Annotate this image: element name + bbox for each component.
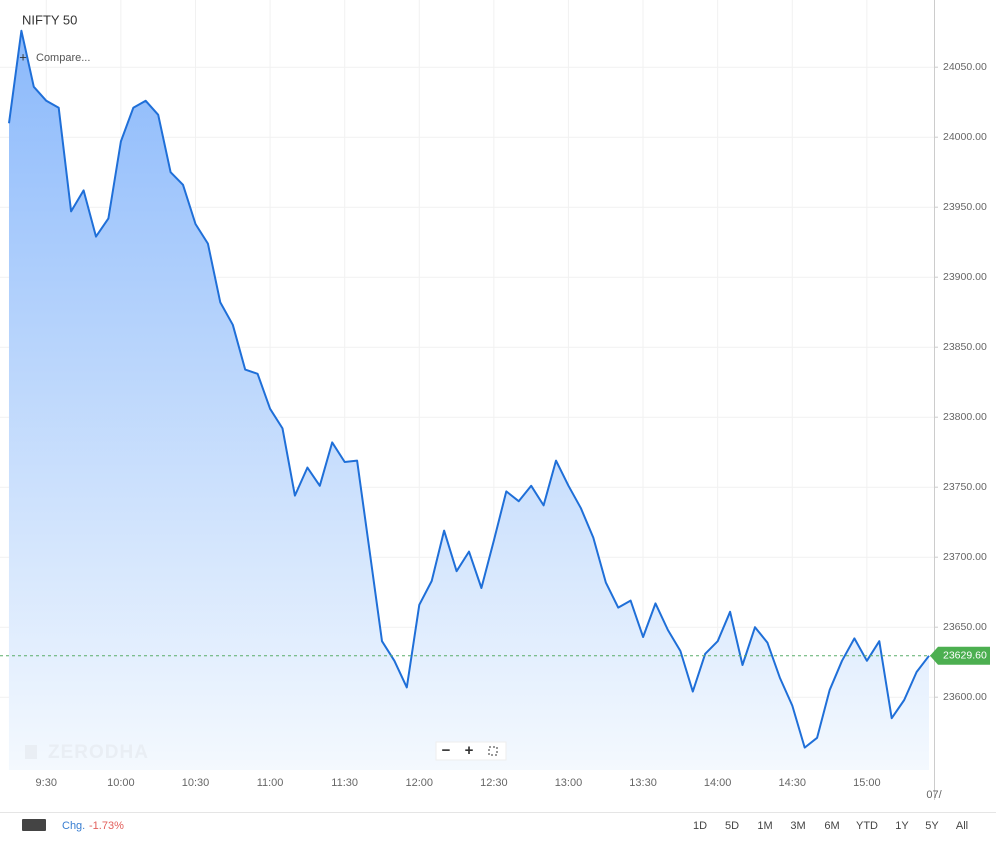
zoom-reset[interactable] bbox=[488, 746, 498, 756]
date-label: 07/ bbox=[926, 789, 942, 801]
y-tick-label: 23600.00 bbox=[943, 691, 987, 703]
compare-plus[interactable]: + bbox=[19, 49, 27, 64]
area-fill bbox=[8, 30, 930, 771]
x-tick-label: 13:00 bbox=[555, 777, 583, 789]
x-tick-label: 11:30 bbox=[331, 777, 358, 789]
zoom-out[interactable]: − bbox=[442, 742, 451, 759]
x-tick-label: 10:30 bbox=[182, 777, 210, 789]
range-button[interactable]: 1D bbox=[693, 820, 707, 832]
range-button[interactable]: 1Y bbox=[895, 820, 909, 832]
compare-button[interactable]: Compare... bbox=[36, 52, 90, 64]
chg-label: Chg. bbox=[62, 820, 85, 832]
watermark-text: ZERODHA bbox=[48, 742, 149, 763]
range-button[interactable]: YTD bbox=[856, 820, 878, 832]
x-tick-label: 15:00 bbox=[853, 777, 881, 789]
price-line bbox=[8, 29, 930, 749]
y-tick-label: 23650.00 bbox=[943, 621, 987, 633]
x-tick-label: 14:00 bbox=[704, 777, 732, 789]
x-tick-label: 13:30 bbox=[629, 777, 657, 789]
y-tick-label: 23950.00 bbox=[943, 201, 987, 213]
keyboard-icon[interactable] bbox=[22, 819, 46, 831]
x-tick-label: 14:30 bbox=[778, 777, 806, 789]
range-button[interactable]: 6M bbox=[824, 820, 839, 832]
y-tick-label: 23850.00 bbox=[943, 341, 987, 353]
y-tick-label: 23750.00 bbox=[943, 481, 987, 493]
x-tick-label: 11:00 bbox=[257, 777, 284, 789]
range-button[interactable]: 1M bbox=[757, 820, 772, 832]
last-price-label: 23629.60 bbox=[943, 650, 987, 662]
range-button[interactable]: 5Y bbox=[925, 820, 939, 832]
zoom-controls: − + bbox=[435, 741, 507, 761]
watermark: ZERODHA bbox=[25, 742, 149, 763]
x-tick-label: 9:30 bbox=[36, 777, 57, 789]
range-button[interactable]: 3M bbox=[790, 820, 805, 832]
last-price-tag bbox=[930, 646, 990, 665]
y-tick-label: 23900.00 bbox=[943, 271, 987, 283]
range-button[interactable]: 5D bbox=[725, 820, 739, 832]
y-tick-label: 24050.00 bbox=[943, 61, 987, 73]
chart-title: NIFTY 50 bbox=[22, 12, 77, 27]
y-tick-label: 23700.00 bbox=[943, 551, 987, 563]
chg-value: -1.73% bbox=[89, 820, 124, 832]
y-tick-label: 24000.00 bbox=[943, 131, 987, 143]
range-button[interactable]: All bbox=[956, 820, 968, 832]
x-tick-label: 12:30 bbox=[480, 777, 508, 789]
x-tick-label: 10:00 bbox=[107, 777, 135, 789]
y-tick-label: 23800.00 bbox=[943, 411, 987, 423]
x-tick-label: 12:00 bbox=[406, 777, 434, 789]
zoom-in[interactable]: + bbox=[465, 742, 474, 759]
